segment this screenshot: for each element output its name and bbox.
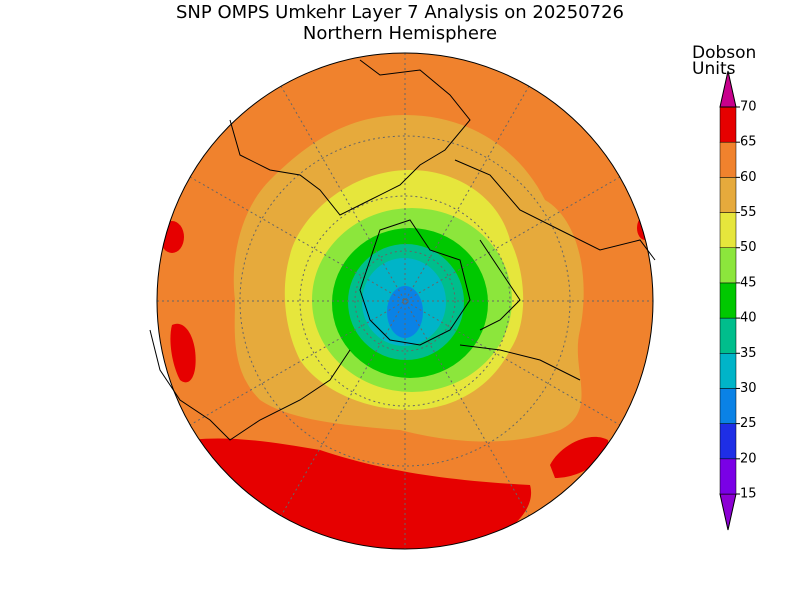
- colorbar-tick-label: 45: [740, 275, 757, 290]
- colorbar-tick-label: 65: [740, 135, 757, 150]
- colorbar-under: [719, 493, 737, 531]
- colorbar-tick-label: 15: [740, 487, 757, 502]
- colorbar-label: Units: [692, 59, 736, 79]
- colorbar-band: [719, 317, 737, 354]
- colorbar-band: [719, 353, 737, 389]
- colorbar-band: [719, 106, 737, 143]
- colorbar-band: [719, 423, 737, 460]
- colorbar-tick-label: 55: [740, 205, 757, 220]
- colorbar-tick-label: 50: [740, 240, 757, 255]
- map-overlay: [149, 52, 656, 550]
- colorbar-band: [719, 141, 737, 178]
- colorbar-band: [719, 177, 737, 213]
- field-high: [160, 221, 184, 253]
- colorbar-band: [719, 212, 737, 248]
- colorbar-tick-label: 20: [740, 451, 757, 466]
- colorbar-tick-label: 30: [740, 381, 757, 396]
- colorbar-tick-label: 35: [740, 346, 757, 361]
- colorbar-band: [719, 282, 737, 319]
- field-high: [550, 436, 609, 478]
- graticule: [157, 53, 653, 549]
- coastlines: [149, 59, 656, 441]
- colorbar-band: [719, 458, 737, 495]
- colorbar-band: [719, 247, 737, 284]
- colorbar-tick-label: 60: [740, 170, 757, 185]
- colorbar-tick-label: 40: [740, 311, 757, 326]
- colorbar-band: [719, 388, 737, 424]
- field-band: [387, 286, 423, 338]
- map-title: SNP OMPS Umkehr Layer 7 Analysis on 2025…: [176, 2, 624, 23]
- map-subtitle: Northern Hemisphere: [303, 23, 497, 44]
- colorbar-label: Dobson: [692, 43, 756, 63]
- colorbar-tick-label: 70: [740, 100, 757, 115]
- colorbar-over: [719, 70, 737, 108]
- map-border: [156, 52, 654, 550]
- field-high: [170, 323, 196, 383]
- colorbar-tick-label: 25: [740, 416, 757, 431]
